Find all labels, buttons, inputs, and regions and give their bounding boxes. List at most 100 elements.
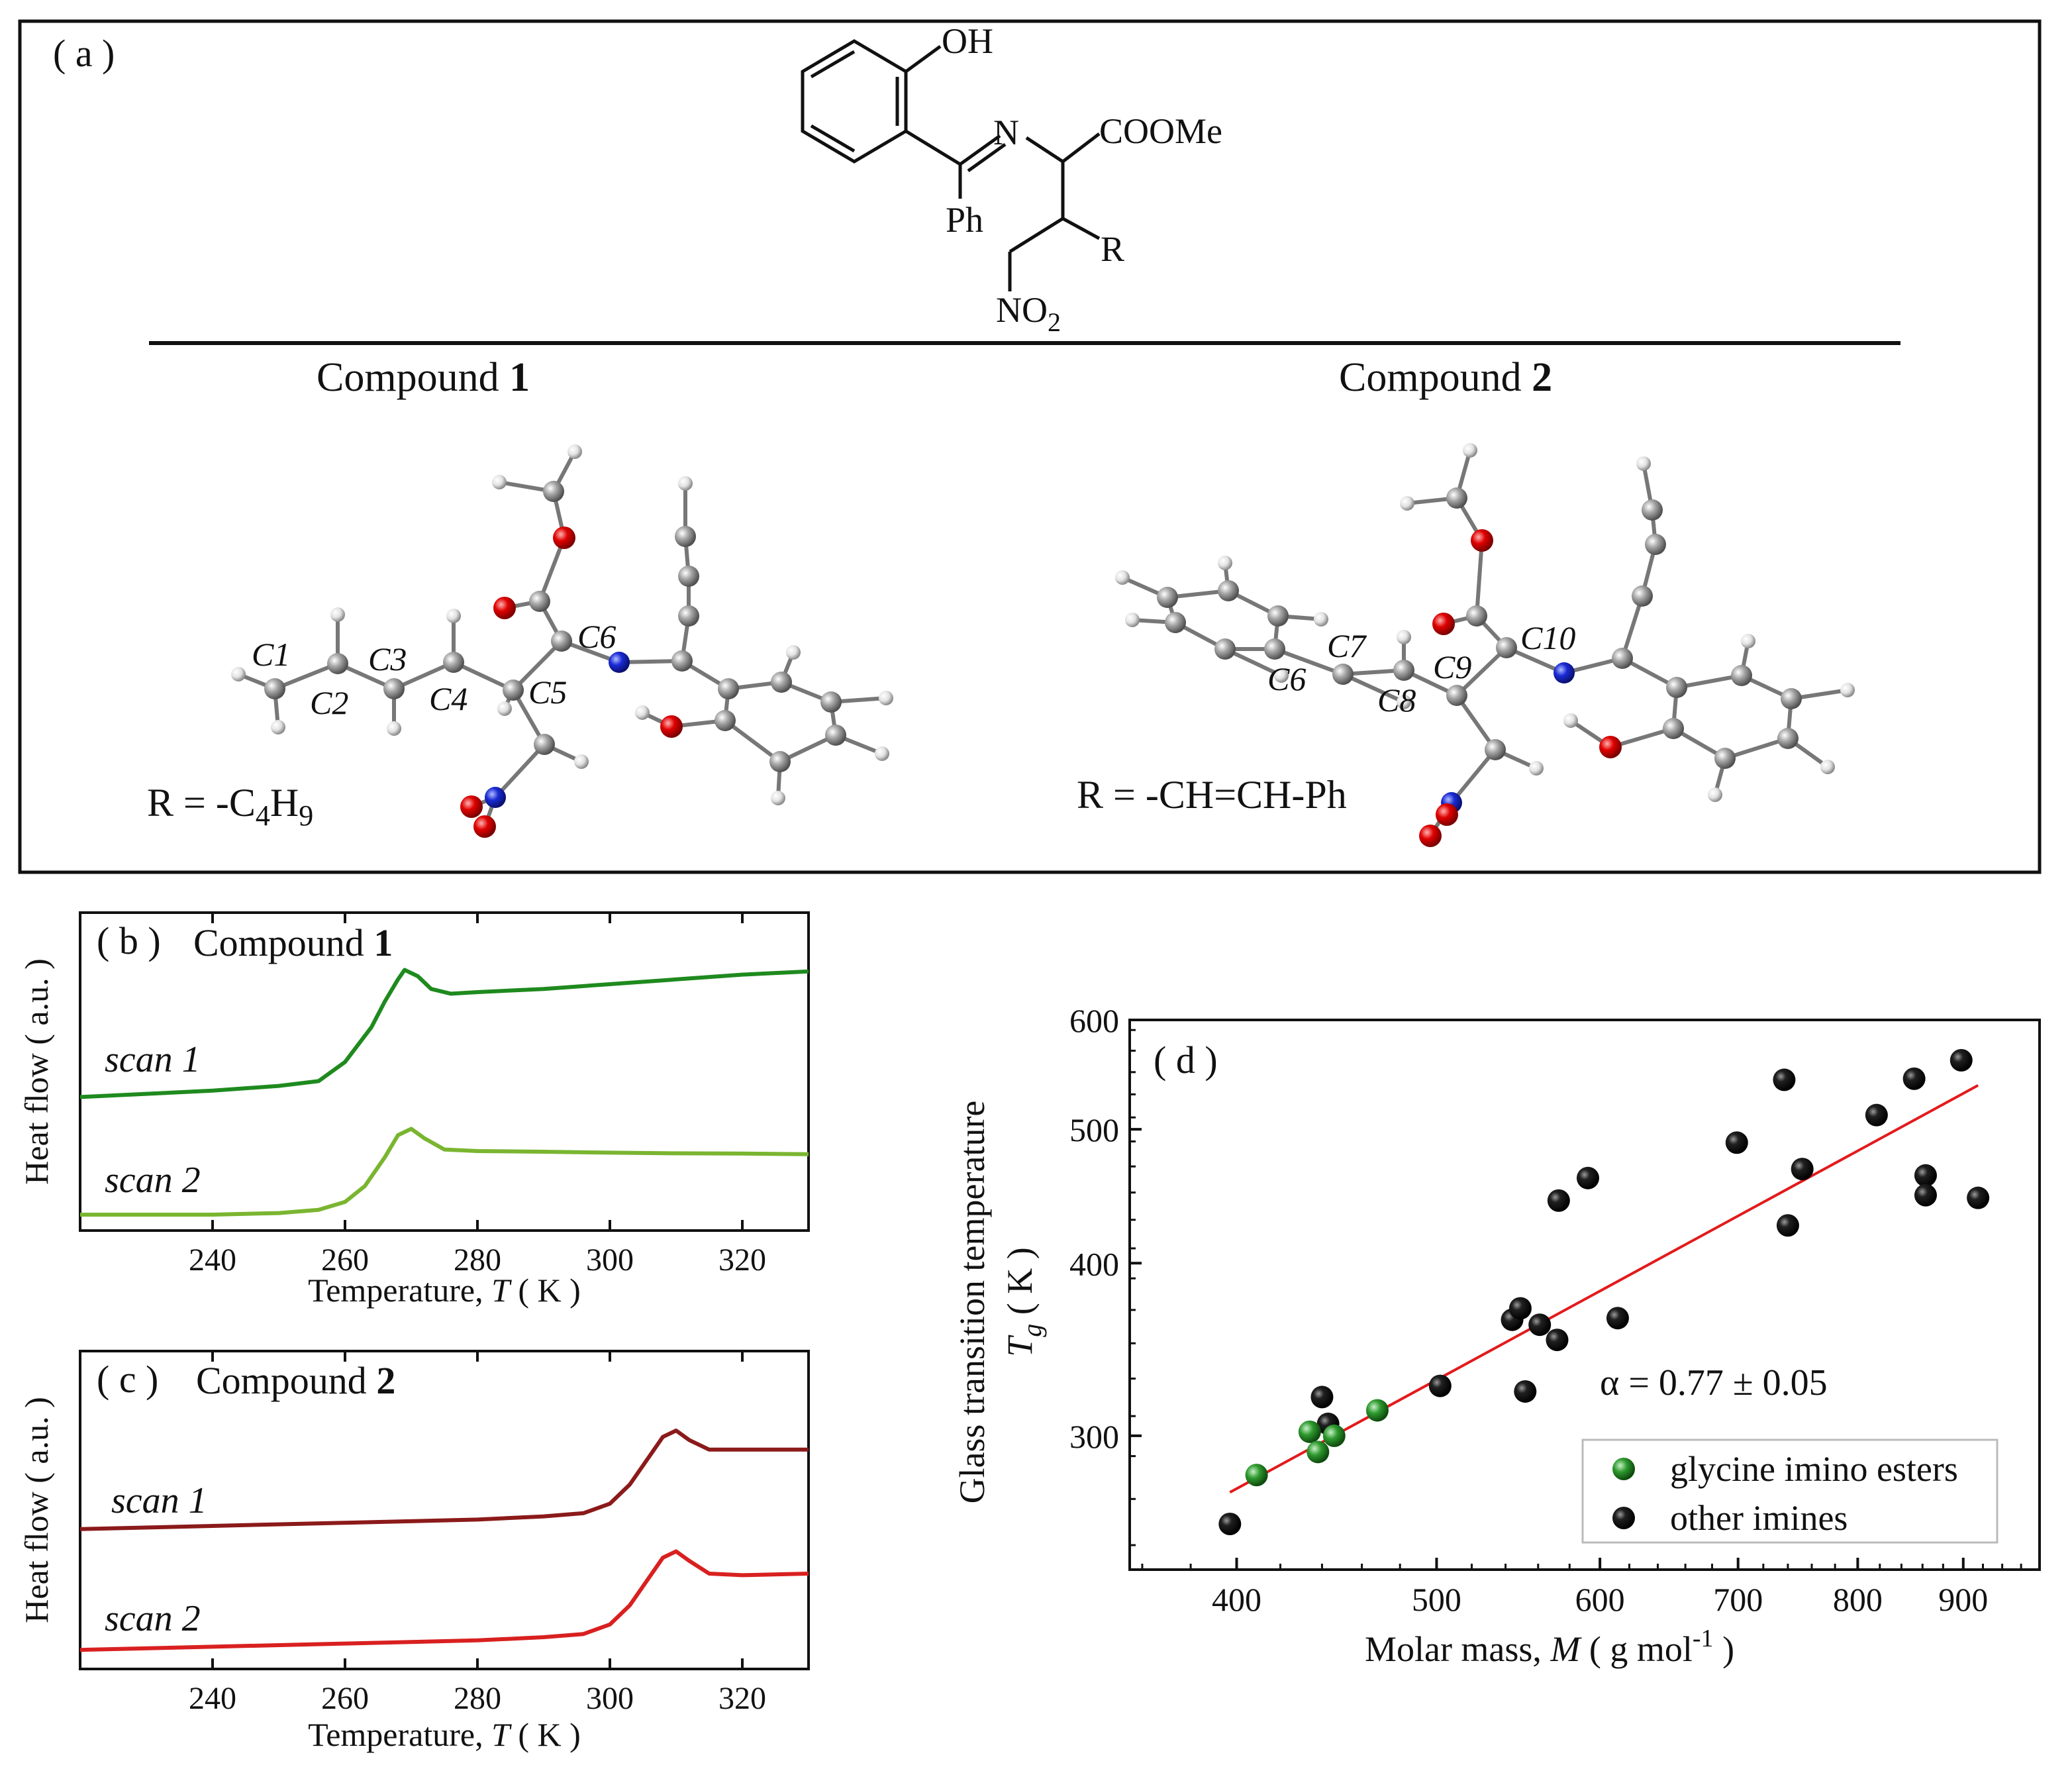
legend-label: other imines [1670,1498,1848,1538]
bond [511,639,564,692]
other-imine-point [1528,1313,1552,1337]
carbon-atom [1218,580,1239,601]
oxygen-atom [1471,529,1493,552]
carbon-atom [1714,748,1736,769]
bond [1455,646,1508,697]
c2-atom-label: C9 [1433,648,1471,685]
oxygen-atom [660,715,683,738]
other-imine-point [1546,1329,1569,1352]
series-line-scan-1 [79,968,809,1099]
y-tick-label: 400 [1069,1245,1119,1282]
x-tick-label: 900 [1938,1581,1988,1618]
carbon-atom [1393,660,1414,681]
panel-d-y-axis-label: Glass transition temperature [952,1101,992,1504]
other-imine-point [1967,1186,1990,1209]
carbon-atom [551,631,572,652]
bond [1620,594,1644,660]
other-imine-point [1576,1166,1599,1189]
carbon-atom [1612,648,1633,669]
carbon-atom [678,566,699,587]
label-oh: OH [942,21,993,61]
carbon-atom [715,710,736,731]
panel-b-x-axis-label: Temperature, T ( K ) [308,1272,581,1309]
bond-oh [905,44,942,74]
other-imine-point [1914,1184,1937,1207]
hydrogen-atom [678,476,693,491]
other-imine-point [1218,1512,1242,1535]
oxygen-atom [553,527,575,549]
hydrogen-atom [1397,630,1411,644]
carbon-atom [1645,534,1666,555]
compound2-r-group: R = -CH=CH-Ph [1077,773,1347,817]
series-line-scan-2 [79,1549,809,1652]
panel-d-y-axis-label-var: Tg ( K ) [1000,1247,1047,1357]
hydrogen-atom [1218,556,1232,570]
bond-c-coome [1061,132,1101,163]
glycine-point [1245,1464,1268,1487]
hydrogen-atom [1115,570,1130,585]
hydrogen-atom [231,667,246,682]
other-imine-point [1514,1380,1537,1403]
other-imine-point [1791,1158,1814,1181]
hydrogen-atom [1400,496,1414,511]
hydrogen-atom [567,444,582,459]
bond [452,660,515,692]
bond-ring-c [905,129,962,166]
bond [723,719,782,764]
panel-c-x-axis-label: Temperature, T ( K ) [308,1716,581,1753]
carbon-atom [1332,664,1354,685]
legend: glycine imino esters other imines [1581,1439,1998,1544]
carbon-atom [1777,728,1799,749]
carbon-atom [1214,638,1236,660]
x-tick-label: 700 [1713,1581,1763,1618]
carbon-atom [1264,638,1285,660]
hydrogen-atom [1125,613,1140,627]
panel-c-y-axis-label: Heat flow ( a.u. ) [18,1397,55,1623]
other-imine-point [1725,1131,1748,1154]
carbon-atom [383,678,405,699]
panel-b-frame [79,911,810,1232]
x-tick-label: 400 [1212,1581,1261,1618]
legend-label: glycine imino esters [1670,1449,1958,1489]
hydrogen-atom [1708,787,1722,802]
other-imine-point [1776,1214,1799,1237]
x-tick-label: 600 [1575,1581,1625,1618]
c1-atom-label: C2 [310,684,348,721]
carbon-atom [443,652,464,673]
x-tick-label: 260 [321,1242,369,1278]
carbon-atom [1663,718,1684,739]
hydrogen-atom [786,645,801,660]
oxygen-atom [1432,613,1455,635]
other-imine-point [1773,1068,1796,1091]
panel-a-frame [18,19,2042,874]
carbon-atom [264,678,285,699]
bond [1475,538,1484,618]
series-line-scan-1 [79,1429,809,1531]
bond [1455,693,1497,752]
panel-c-x-ticks: 240 260 280 300 320 [189,1351,766,1716]
panel-b-series-label: scan 2 [105,1160,201,1201]
glycine-point [1307,1440,1330,1464]
carbon-atom [1632,585,1653,607]
carbon-atom [1496,637,1517,658]
legend-marker-glycine [1612,1458,1635,1480]
legend-box [1581,1439,1998,1544]
carbon-atom [1157,587,1178,608]
carbon-atom [675,526,696,547]
c1-atom-label: C6 [577,618,616,655]
panel-b-label: ( b ) [97,919,161,962]
carbon-atom [529,591,550,612]
c1-atom-label: C3 [368,640,407,678]
hydrogen-atom [1840,683,1855,697]
carbon-atom [671,650,693,672]
hydrogen-atom [1636,456,1651,471]
panel-c-series-label: scan 2 [105,1598,201,1639]
carbon-atom [1267,605,1289,627]
oxygen-atom [1419,825,1442,847]
x-tick-label: 300 [586,1242,634,1278]
carbon-atom [820,691,842,713]
carbon-atom [1781,688,1802,709]
other-imine-point [1914,1164,1937,1187]
panel-b-y-axis-label: Heat flow ( a.u. ) [18,958,55,1185]
